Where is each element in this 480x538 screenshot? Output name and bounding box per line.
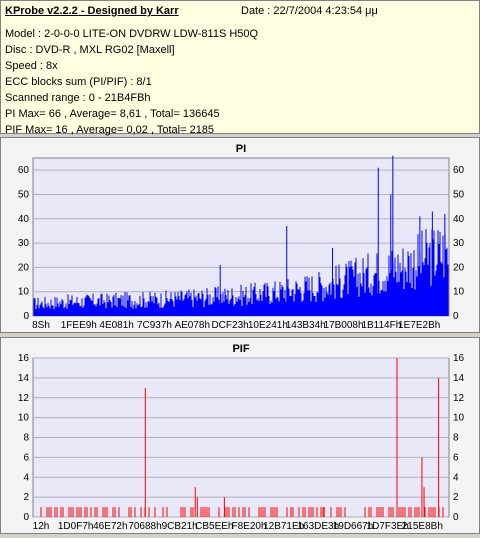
y-tick-label-left: 10 xyxy=(18,413,30,424)
chart-title: PIF xyxy=(232,343,249,355)
x-tick-label: 12h xyxy=(33,521,50,532)
x-tick-label: 163DE3h xyxy=(297,521,339,532)
x-tick-label: 1B114Fh xyxy=(361,320,401,331)
y-tick-label-left: 12 xyxy=(18,393,30,404)
y-tick-label-right: 10 xyxy=(453,413,465,424)
info-range: Scanned range : 0 - 21B4FBh xyxy=(5,92,151,104)
y-tick-label-left: 2 xyxy=(23,492,29,503)
info-pif-stats: PIF Max= 16 , Average= 0,02 , Total= 218… xyxy=(5,124,215,136)
info-ecc: ECC blocks sum (PI/PIF) : 8/1 xyxy=(5,76,152,88)
data-bars xyxy=(40,358,444,517)
y-tick-label-right: 50 xyxy=(453,189,465,200)
x-tick-label: 1D7F3Eh xyxy=(367,521,409,532)
y-tick-label-right: 4 xyxy=(453,472,459,483)
x-tick-label: 46E72h xyxy=(93,521,127,532)
y-tick-label-right: 20 xyxy=(453,262,465,273)
y-tick-label-left: 4 xyxy=(23,472,29,483)
y-tick-label-right: 0 xyxy=(453,512,459,523)
y-tick-label-left: 8 xyxy=(23,433,29,444)
y-tick-label-left: 6 xyxy=(23,452,29,463)
y-tick-label-right: 60 xyxy=(453,165,465,176)
info-disc: Disc : DVD-R , MXL RG02 [Maxell] xyxy=(5,44,175,56)
x-tick-label: 143B34h xyxy=(286,320,326,331)
y-tick-label-left: 40 xyxy=(18,214,30,225)
x-tick-label: 19D667h xyxy=(333,521,374,532)
pi-chart: PI 0 0 10 10 20 20 30 30 40 40 50 50 60 60 8Sh 1FEE9h 4E0… xyxy=(18,143,465,331)
y-tick-label-right: 0 xyxy=(453,311,459,322)
y-tick-label-right: 6 xyxy=(453,452,459,463)
x-tick-label: 215E8Bh xyxy=(402,521,443,532)
data-bars xyxy=(33,155,449,316)
x-tick-label: 4E081h xyxy=(99,320,133,331)
y-tick-label-right: 14 xyxy=(453,373,465,384)
x-tick-label: DCF23h xyxy=(211,320,248,331)
y-tick-label-right: 2 xyxy=(453,492,459,503)
x-tick-label: CB5EEh xyxy=(195,521,233,532)
x-tick-label: 12B71Eh xyxy=(263,521,304,532)
x-tick-label: 10E241h xyxy=(248,320,288,331)
pif-chart-panel: PIF 0 0 2 2 4 4 6 6 8 8 10 10 12 12 14 14 16 16 12h 1D0F7h 46… xyxy=(0,337,480,534)
chart-title: PI xyxy=(236,143,246,155)
x-tick-label: 1D0F7h xyxy=(58,521,94,532)
y-tick-label-left: 14 xyxy=(18,373,30,384)
pif-chart: PIF 0 0 2 2 4 4 6 6 8 8 10 10 12 12 14 14 16 16 12h 1D0F7h 46… xyxy=(18,343,465,532)
y-tick-label-left: 50 xyxy=(18,189,30,200)
x-tick-label: AE078h xyxy=(174,320,210,331)
y-tick-label-right: 16 xyxy=(453,353,465,364)
x-tick-label: F8E20h xyxy=(231,521,266,532)
x-tick-label: 17B008h xyxy=(324,320,364,331)
y-tick-label-left: 30 xyxy=(18,238,30,249)
y-tick-label-left: 20 xyxy=(18,262,30,273)
x-tick-label: 9CB21h xyxy=(162,521,198,532)
info-model: Model : 2-0-0-0 LITE-ON DVDRW LDW-811S H… xyxy=(5,28,259,40)
x-tick-label: 8Sh xyxy=(32,320,50,331)
info-speed: Speed : 8x xyxy=(5,60,58,72)
scan-date: Date : 22/7/2004 4:23:54 μμ xyxy=(241,5,378,17)
y-tick-label-right: 8 xyxy=(453,433,459,444)
x-tick-label: 70688h xyxy=(128,521,161,532)
info-panel: KProbe v2.2.2 - Designed by Karr Date : … xyxy=(0,0,480,136)
y-tick-label-left: 16 xyxy=(18,353,30,364)
y-tick-label-left: 0 xyxy=(23,311,29,322)
pi-chart-panel: PI 0 0 10 10 20 20 30 30 40 40 50 50 60 60 8Sh 1FEE9h 4E0… xyxy=(0,137,480,333)
y-tick-label-left: 0 xyxy=(23,512,29,523)
x-tick-label: 1FEE9h xyxy=(61,320,97,331)
app-title: KProbe v2.2.2 - Designed by Karr xyxy=(5,5,179,17)
y-tick-label-right: 10 xyxy=(453,287,465,298)
y-tick-label-left: 60 xyxy=(18,165,30,176)
y-tick-label-left: 10 xyxy=(18,287,30,298)
x-tick-label: 1E7E2Bh xyxy=(398,320,440,331)
info-pi-stats: PI Max= 66 , Average= 8,61 , Total= 1366… xyxy=(5,108,220,120)
y-tick-label-right: 40 xyxy=(453,214,465,225)
y-tick-label-right: 30 xyxy=(453,238,465,249)
x-tick-label: 7C937h xyxy=(137,320,172,331)
y-tick-label-right: 12 xyxy=(453,393,465,404)
